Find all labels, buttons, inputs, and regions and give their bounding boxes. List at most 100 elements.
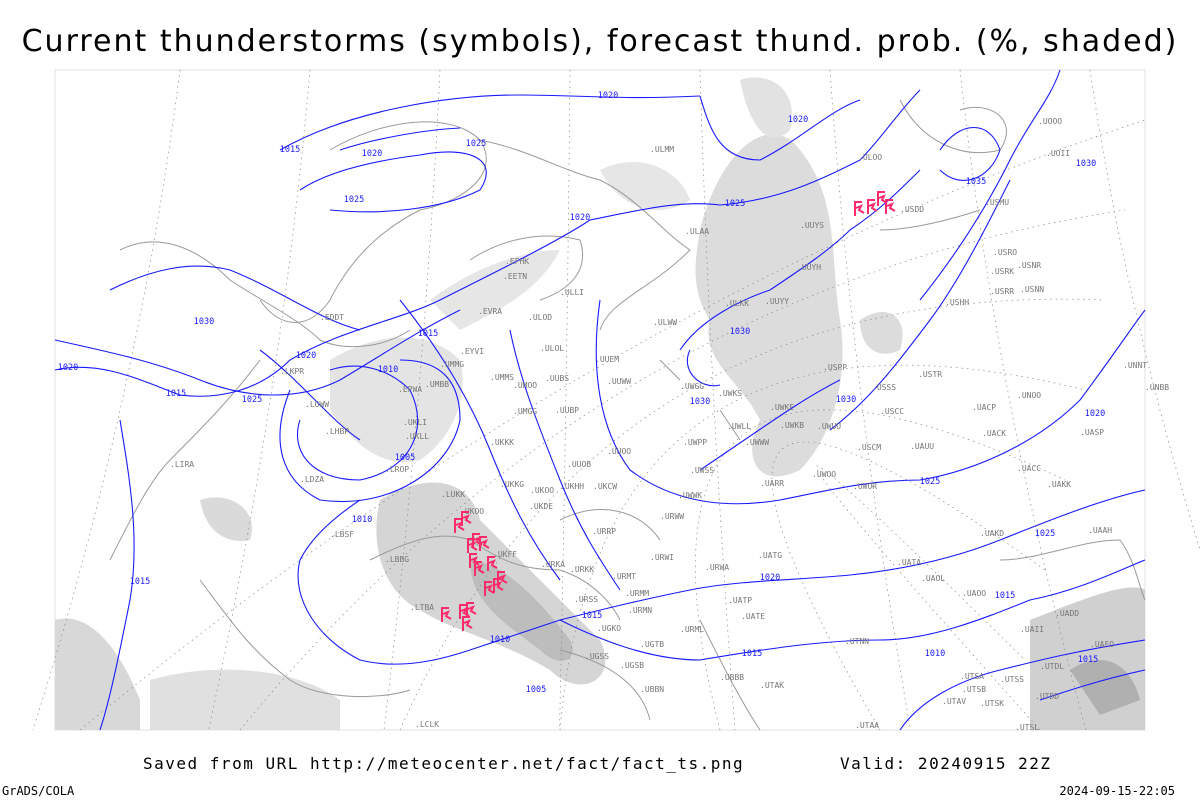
coastline xyxy=(479,139,691,331)
thunderstorm-icon xyxy=(441,607,452,622)
station-label: .URMT xyxy=(612,572,636,581)
station-label: .ULKK xyxy=(725,299,749,308)
coastline xyxy=(559,649,651,721)
station-label: .LIRA xyxy=(170,460,194,469)
isobar-line xyxy=(279,359,461,502)
isobar-line xyxy=(1039,669,1146,701)
station-label: .URKK xyxy=(570,565,594,574)
thunderstorm-icon xyxy=(469,553,480,568)
isobar-label: 1030 xyxy=(194,317,214,327)
coastline xyxy=(699,619,761,731)
isobar-line xyxy=(297,499,471,665)
isobar-line xyxy=(469,489,1146,651)
coastline xyxy=(469,235,584,301)
station-label: .UWLL xyxy=(727,422,751,431)
station-label: .LDZA xyxy=(300,475,324,484)
station-label: .URWW xyxy=(660,512,684,521)
station-label: .UWUU xyxy=(817,422,841,431)
isobar-label: 1015 xyxy=(166,389,186,399)
station-label: .USDD xyxy=(900,205,924,214)
station-label: .UKKK xyxy=(490,438,514,447)
isobar-line xyxy=(399,299,561,581)
isobar-line xyxy=(919,69,1061,301)
isobar-label: 1020 xyxy=(570,213,590,223)
station-label: .USMU xyxy=(985,198,1009,207)
coastline xyxy=(369,535,621,621)
station-label: .UGSS xyxy=(585,652,609,661)
station-label: .UUOO xyxy=(607,447,631,456)
thunderstorm-icon xyxy=(479,536,490,551)
isobar-label: 1005 xyxy=(526,685,546,695)
station-label: .UKHH xyxy=(560,482,584,491)
station-label: .USRO xyxy=(993,248,1017,257)
station-label: .UUYH xyxy=(797,263,821,272)
station-label: .URMM xyxy=(625,589,649,598)
station-label: .LHBP xyxy=(325,427,349,436)
station-label: .UKOO xyxy=(530,486,554,495)
isobar-line xyxy=(899,639,1146,731)
isobar-line xyxy=(109,265,361,331)
isobars xyxy=(54,69,1146,731)
station-label: .UAII xyxy=(1020,625,1044,634)
meridian-line xyxy=(383,69,441,731)
isobar-label: 1020 xyxy=(58,363,78,373)
station-label: .USCM xyxy=(857,443,881,452)
isobar-label: 1015 xyxy=(995,591,1015,601)
isobar-label: 1020 xyxy=(296,351,316,361)
station-label: .UTSL xyxy=(1015,723,1039,732)
generation-timestamp: 2024-09-15-22:05 xyxy=(1059,784,1175,798)
station-label: .LTBA xyxy=(410,603,434,612)
isobar-line xyxy=(99,419,135,731)
isobar-line xyxy=(259,349,361,441)
station-label: .UADD xyxy=(1055,609,1079,618)
thunderstorm-symbols xyxy=(441,191,896,631)
station-label: .EYVI xyxy=(460,347,484,356)
coastline xyxy=(109,359,261,561)
station-label: .UAUU xyxy=(910,442,934,451)
isobar-line xyxy=(279,94,701,151)
station-label: .EFHK xyxy=(505,257,529,266)
thunderstorm-icon xyxy=(497,571,508,586)
station-label: .UATG xyxy=(758,551,782,560)
station-label: .UWPP xyxy=(683,438,707,447)
station-label: .UBBB xyxy=(720,673,744,682)
isobar-label: 1010 xyxy=(490,635,510,645)
station-label: .UWKE xyxy=(770,403,794,412)
station-label: .UWGG xyxy=(680,382,704,391)
thunderstorm-icon xyxy=(487,556,498,571)
station-label: .UTSA xyxy=(960,672,984,681)
graticule-line xyxy=(79,119,1146,731)
coastline xyxy=(119,241,411,348)
isobar-label: 1020 xyxy=(1085,409,1105,419)
thunderstorm-icon xyxy=(474,561,485,576)
station-label: .UASP xyxy=(1080,428,1104,437)
isobar-line xyxy=(699,379,841,471)
coastline xyxy=(259,121,487,323)
station-label: .UTDD xyxy=(1035,692,1059,701)
station-label: .UTSK xyxy=(980,699,1004,708)
station-label: .URWI xyxy=(650,553,674,562)
isobar-label: 1015 xyxy=(582,611,602,621)
station-label: .UUBS xyxy=(545,374,569,383)
graticule xyxy=(32,69,1200,731)
station-label: .UATP xyxy=(728,596,752,605)
thunderstorm-icon xyxy=(867,199,878,214)
meridian-line xyxy=(559,69,571,731)
station-label: .UTAV xyxy=(942,697,966,706)
valid-time: Valid: 20240915 22Z xyxy=(840,754,1052,773)
station-label: .UAKD xyxy=(980,529,1004,538)
isobar-label: 1010 xyxy=(352,515,372,525)
isobar-line xyxy=(296,365,419,481)
station-label: .URRP xyxy=(592,527,616,536)
station-label: .URML xyxy=(680,625,704,634)
probability-area xyxy=(430,250,560,330)
station-label: .UOII xyxy=(1046,149,1070,158)
probability-area xyxy=(695,134,843,477)
station-label: .LCLK xyxy=(415,720,439,729)
isobar-label: 1030 xyxy=(1076,159,1096,169)
meridian-line xyxy=(208,69,311,731)
station-label: .UAKK xyxy=(1047,480,1071,489)
thunderstorm-probability-shading xyxy=(55,77,1145,730)
thunderstorm-icon xyxy=(484,581,495,596)
